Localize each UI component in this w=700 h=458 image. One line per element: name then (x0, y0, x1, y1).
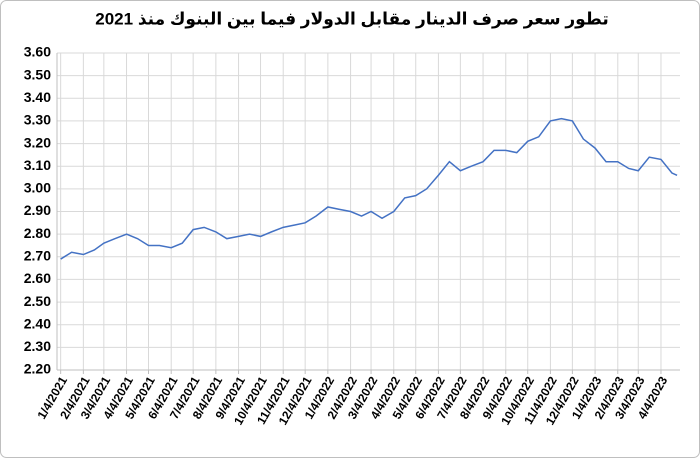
y-tick-label: 3.20 (24, 134, 51, 150)
y-tick-label: 2.80 (24, 225, 51, 241)
y-tick-label: 2.30 (24, 338, 51, 354)
y-tick-label: 3.50 (24, 66, 51, 82)
y-tick-label: 3.40 (24, 89, 51, 105)
y-tick-label: 2.60 (24, 270, 51, 286)
y-tick-label: 2.50 (24, 293, 51, 309)
y-tick-label: 3.00 (24, 180, 51, 196)
y-tick-label: 2.20 (24, 361, 51, 377)
y-tick-label: 2.90 (24, 202, 51, 218)
y-tick-label: 2.40 (24, 315, 51, 331)
chart-title: تطور سعر صرف الدينار مقابل الدولار فيما … (95, 9, 608, 29)
data-line (60, 117, 678, 260)
y-tick-label: 2.70 (24, 247, 51, 263)
y-tick-label: 3.10 (24, 157, 51, 173)
y-tick-label: 3.60 (24, 44, 51, 60)
y-tick-label: 3.30 (24, 112, 51, 128)
